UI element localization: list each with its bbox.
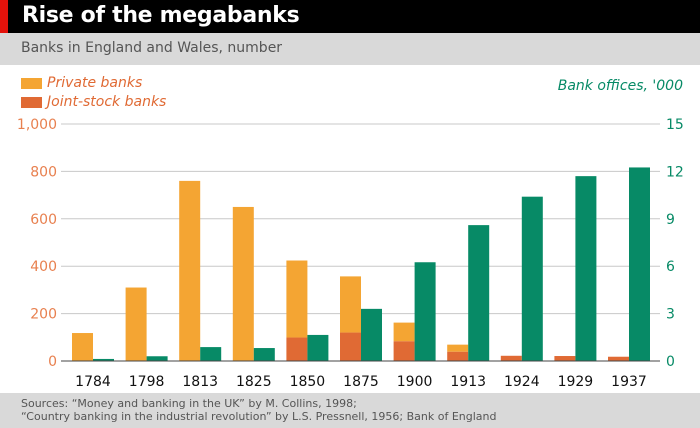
left-tick-label: 600 bbox=[30, 212, 57, 228]
left-tick-label: 200 bbox=[30, 307, 57, 323]
title-bar bbox=[0, 0, 700, 33]
legend-label-joint: Joint-stock banks bbox=[47, 94, 167, 110]
bar-private bbox=[72, 333, 93, 361]
bar-joint-stock bbox=[393, 341, 415, 361]
bar-private bbox=[393, 322, 415, 342]
bar-bank-offices bbox=[253, 348, 275, 361]
left-tick-label: 1,000 bbox=[17, 117, 57, 133]
left-tick-label: 400 bbox=[30, 259, 57, 275]
bar-joint-stock bbox=[500, 355, 522, 361]
subtitle-bar bbox=[0, 33, 700, 65]
right-axis-label: Bank offices, '000 bbox=[557, 78, 683, 94]
bar-bank-offices bbox=[361, 308, 382, 361]
source-line-2: “Country banking in the industrial revol… bbox=[21, 410, 497, 423]
bar-private bbox=[447, 344, 469, 352]
x-tick-label: 1813 bbox=[182, 374, 218, 390]
source-note: Sources: “Money and banking in the UK” b… bbox=[21, 397, 497, 423]
bar-bank-offices bbox=[146, 356, 168, 361]
right-tick-label: 15 bbox=[666, 117, 684, 133]
bar-bank-offices bbox=[521, 196, 543, 361]
right-tick-label: 0 bbox=[666, 354, 675, 370]
bar-joint-stock bbox=[340, 332, 361, 361]
footer-bar bbox=[0, 393, 700, 428]
bar-private bbox=[232, 206, 254, 361]
bar-private bbox=[179, 180, 201, 361]
bar-bank-offices bbox=[200, 347, 222, 361]
bar-bank-offices bbox=[575, 176, 597, 361]
x-tick-label: 1825 bbox=[236, 374, 272, 390]
x-tick-label: 1784 bbox=[75, 374, 111, 390]
left-tick-label: 0 bbox=[48, 354, 57, 370]
bar-bank-offices bbox=[468, 225, 490, 361]
right-tick-label: 6 bbox=[666, 259, 675, 275]
chart-subtitle: Banks in England and Wales, number bbox=[21, 40, 283, 56]
x-tick-label: 1875 bbox=[343, 374, 379, 390]
chart-title: Rise of the megabanks bbox=[22, 3, 300, 28]
legend-label-private: Private banks bbox=[47, 75, 143, 91]
legend-joint: Joint-stock banks bbox=[21, 94, 166, 110]
bar-bank-offices bbox=[307, 334, 329, 361]
right-tick-label: 9 bbox=[666, 212, 675, 228]
bar-bank-offices bbox=[93, 358, 114, 361]
x-tick-label: 1850 bbox=[290, 374, 326, 390]
bar-joint-stock bbox=[286, 337, 308, 361]
x-tick-label: 1798 bbox=[129, 374, 165, 390]
header-accent bbox=[0, 0, 8, 33]
bar-bank-offices bbox=[629, 167, 650, 361]
bar-joint-stock bbox=[447, 351, 469, 361]
bar-bank-offices bbox=[414, 262, 436, 361]
right-tick-label: 3 bbox=[666, 307, 675, 323]
bar-private bbox=[286, 260, 308, 338]
legend-private: Private banks bbox=[21, 75, 142, 91]
x-tick-label: 1924 bbox=[504, 374, 540, 390]
bar-joint-stock bbox=[608, 356, 629, 361]
x-tick-label: 1913 bbox=[450, 374, 486, 390]
legend-swatch-joint bbox=[21, 96, 42, 108]
x-tick-label: 1929 bbox=[558, 374, 594, 390]
source-line-1: Sources: “Money and banking in the UK” b… bbox=[21, 397, 357, 410]
right-tick-label: 12 bbox=[666, 164, 684, 180]
bar-private bbox=[340, 276, 361, 333]
x-tick-label: 1900 bbox=[397, 374, 433, 390]
bar-private bbox=[125, 287, 147, 361]
bar-joint-stock bbox=[554, 356, 576, 361]
x-tick-label: 1937 bbox=[611, 374, 647, 390]
left-tick-label: 800 bbox=[30, 164, 57, 180]
legend-swatch-private bbox=[21, 77, 42, 89]
